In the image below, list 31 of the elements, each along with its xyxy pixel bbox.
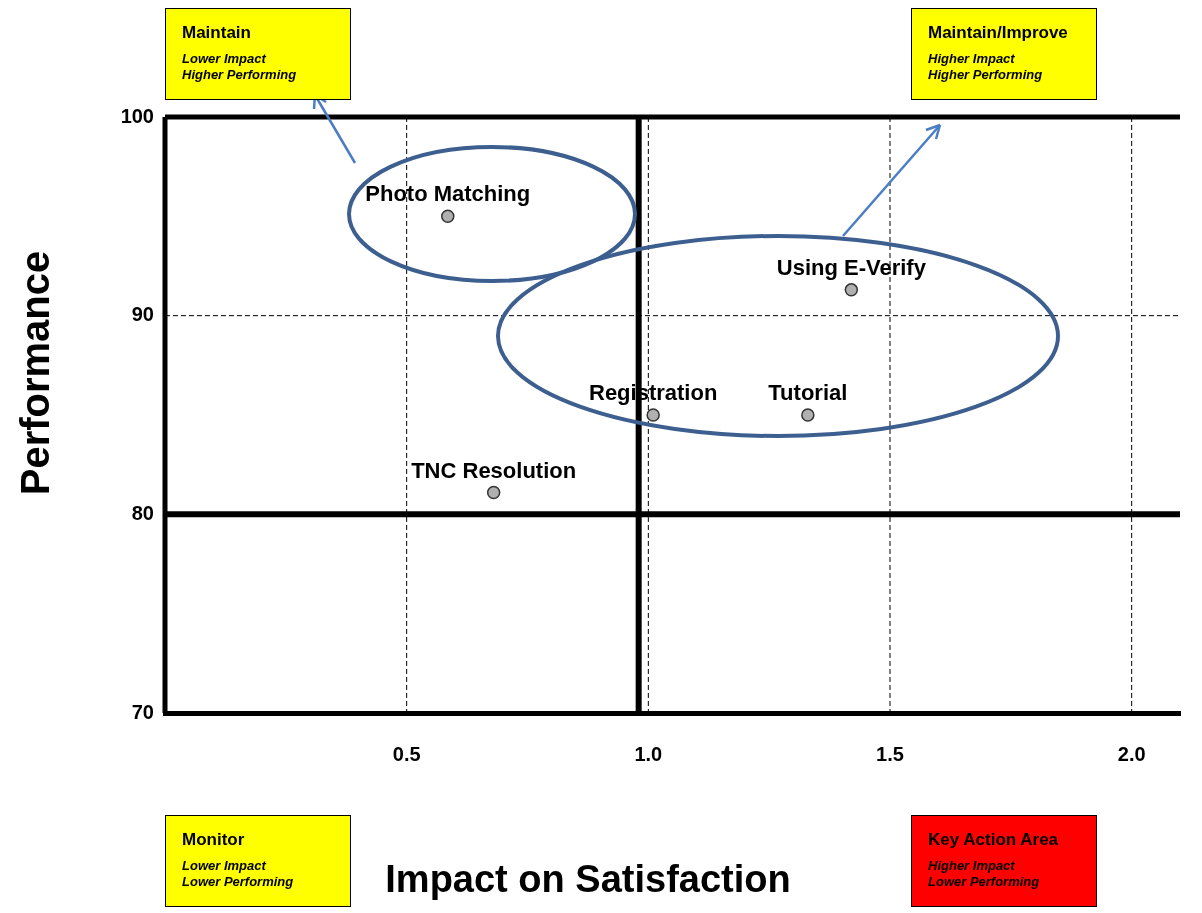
series-label: Using E-Verify [776,254,927,280]
text: Lower Impact [182,858,268,874]
text: Higher Impact [928,858,1016,874]
text: Lower Performing [928,874,1041,890]
series-label: TNC Resolution [411,457,577,483]
y-tick-label: 70 [131,700,154,723]
text: Higher Performing [182,67,298,83]
text: Key Action Area [928,830,1060,850]
text: Higher Performing [928,67,1044,83]
x-axis-title: Impact on Satisfaction [384,858,792,901]
point [801,408,815,422]
text: Lower Impact [182,51,268,67]
x-tick-label: 1.5 [876,742,904,765]
text: Maintain/Improve [928,23,1069,43]
y-axis-title: Performance [13,249,58,498]
y-tick-label: 100 [120,104,154,127]
x-tick-label: 0.5 [392,742,421,765]
point [646,408,660,422]
text: Monitor [182,830,246,850]
y-tick-label: 80 [131,501,154,524]
point [844,283,859,297]
series-label: Photo Matching [365,181,531,207]
text: Lower Performing [182,874,295,890]
x-tick-label: 2.0 [1117,742,1146,765]
series-label: Tutorial [768,380,848,406]
text: Higher Impact [928,51,1016,67]
point [441,209,455,224]
x-tick-label: 1.0 [634,742,663,765]
point [486,485,501,500]
y-tick-label: 90 [131,303,154,326]
text: Maintain [182,23,252,43]
